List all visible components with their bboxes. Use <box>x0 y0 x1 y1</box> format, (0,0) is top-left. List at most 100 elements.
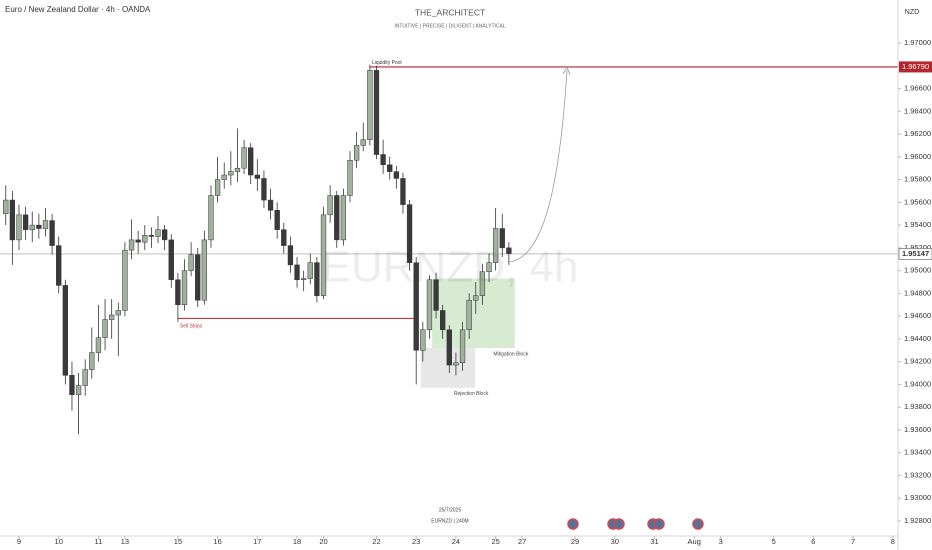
candle-body <box>115 310 121 316</box>
y-tick-label: 1.95000 <box>904 266 931 275</box>
x-tick-label: 8 <box>891 537 895 546</box>
level-price-label: 1.96790 <box>902 62 929 71</box>
x-tick-label: 20 <box>319 537 327 546</box>
candle-body <box>254 174 260 179</box>
candle-body <box>109 314 115 320</box>
candle-body <box>22 214 29 230</box>
candle-body <box>340 195 347 241</box>
chart-title: Euro / New Zealand Dollar · 4h · OANDA <box>5 5 151 14</box>
y-tick-label: 1.93000 <box>904 493 931 502</box>
candle-body <box>314 262 320 296</box>
candle-body <box>82 369 88 386</box>
candle-body <box>327 195 333 216</box>
candle-body <box>506 247 512 254</box>
y-tick-label: 1.94600 <box>904 311 931 320</box>
level-label: Liquidity Pool <box>372 60 402 66</box>
y-tick-label: 1.93400 <box>904 448 931 457</box>
candle-body <box>148 235 155 237</box>
x-tick-label: 15 <box>174 537 182 546</box>
candle-body <box>446 329 452 366</box>
candle-body <box>499 228 505 249</box>
candle-body <box>42 220 49 229</box>
candle-body <box>459 329 466 364</box>
level-label: Sell Stops <box>180 324 203 330</box>
y-tick-label: 1.93200 <box>904 470 931 479</box>
candle-body <box>287 245 294 266</box>
x-tick-label: 17 <box>253 537 261 546</box>
x-tick-label: 10 <box>55 537 63 546</box>
candle-body <box>9 199 16 241</box>
candle-body <box>274 210 280 230</box>
candle-body <box>387 164 393 172</box>
candle-body <box>301 278 307 280</box>
candle-body <box>241 147 247 169</box>
candle-body <box>334 195 340 241</box>
x-tick-label: 7 <box>851 537 855 546</box>
candle-body <box>208 195 214 241</box>
tagline: INTUITIVE | PRECISE | DILIGENT | ANALYTI… <box>394 23 505 29</box>
y-tick-label: 1.97000 <box>904 38 931 47</box>
candle-body <box>161 229 168 241</box>
candle-body <box>261 178 267 201</box>
event-icon[interactable] <box>653 518 665 530</box>
candle-body <box>420 329 426 351</box>
x-tick-label: 6 <box>811 537 815 546</box>
candle-body <box>62 285 68 376</box>
candle-body <box>353 145 360 161</box>
event-icon[interactable] <box>567 518 579 530</box>
candle-body <box>426 279 433 331</box>
event-icon[interactable] <box>692 518 704 530</box>
candle-body <box>360 139 366 146</box>
candle-body <box>294 264 300 280</box>
candle-body <box>453 362 459 366</box>
candle-body <box>168 239 174 280</box>
candle-body <box>175 279 181 306</box>
zone <box>432 278 515 349</box>
author: THE_ARCHITECT <box>415 7 485 17</box>
candle-body <box>367 70 373 140</box>
x-tick-label: 24 <box>452 537 460 546</box>
footer-date: 25/7/2025 <box>439 507 461 513</box>
candle-body <box>49 220 55 246</box>
candle-body <box>122 249 128 311</box>
candle-body <box>75 385 82 395</box>
event-icons <box>567 518 704 530</box>
candle-body <box>195 254 201 301</box>
candle-body <box>234 167 241 172</box>
watermark: EURNZD, 4h <box>322 243 579 292</box>
x-tick-label: Aug <box>688 537 701 546</box>
candle-body <box>36 224 42 229</box>
x-tick-label: 9 <box>17 537 21 546</box>
candle-body <box>320 214 327 296</box>
candle-body <box>473 295 479 301</box>
event-icon[interactable] <box>613 518 625 530</box>
y-tick-label: 1.95800 <box>904 175 931 184</box>
y-tick-label: 1.94400 <box>904 334 931 343</box>
plot-area: Mitigation Block Rejection Block Liquidity… <box>0 60 898 435</box>
candle-body <box>56 245 62 286</box>
candle-body <box>380 154 386 166</box>
y-tick-label: 1.92800 <box>904 516 931 525</box>
candle-body <box>69 375 75 395</box>
candle-body <box>466 299 472 331</box>
candle-body <box>214 179 221 196</box>
candle-body <box>267 199 274 211</box>
projection-arrow <box>508 69 568 263</box>
candle-body <box>307 262 313 279</box>
candle-body <box>89 352 95 370</box>
y-tick-label: 1.96400 <box>904 106 931 115</box>
candle-body <box>135 239 141 243</box>
candle-body <box>248 147 254 176</box>
candle-body <box>400 178 406 205</box>
last-price-label: 1.95147 <box>902 249 929 258</box>
candle-body <box>393 171 399 179</box>
x-tick-label: 25 <box>491 537 499 546</box>
candle-body <box>142 235 148 243</box>
x-tick-label: 11 <box>95 537 103 546</box>
candle-body <box>373 70 380 155</box>
x-tick-label: 18 <box>293 537 301 546</box>
y-tick-label: 1.93600 <box>904 425 931 434</box>
candle-body <box>433 279 439 311</box>
level-price-tag <box>899 61 932 73</box>
